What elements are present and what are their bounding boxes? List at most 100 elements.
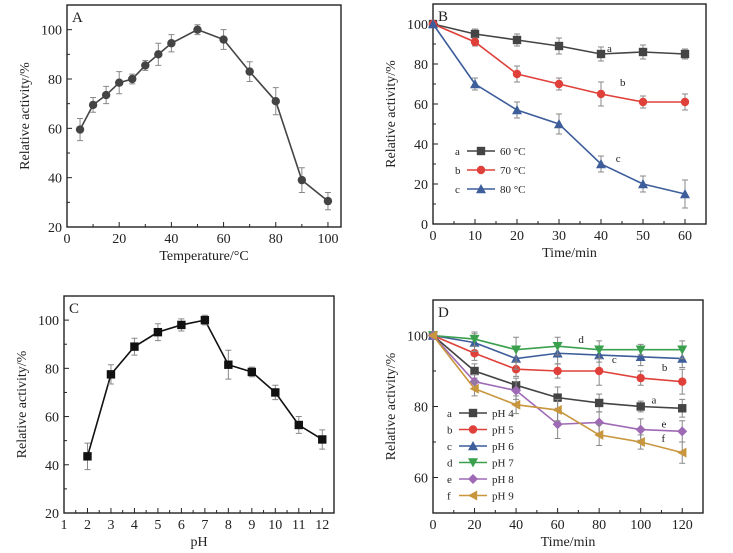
legend-label: pH 5 <box>492 425 514 437</box>
y-tick-label: 40 <box>414 138 428 153</box>
data-point <box>678 377 687 386</box>
series-annotation: b <box>662 362 668 374</box>
series-annotation: b <box>620 77 626 89</box>
legend-entry: d pH 7 <box>447 458 514 470</box>
plot-frame <box>432 3 707 225</box>
data-point <box>511 345 522 355</box>
data-point <box>167 39 176 48</box>
x-tick-label: 12 <box>315 518 329 533</box>
data-point <box>594 366 604 376</box>
series-b <box>428 19 690 111</box>
data-point <box>677 426 688 437</box>
data-point <box>512 69 522 79</box>
legend-letter: c <box>455 184 460 196</box>
y-tick-label: 80 <box>48 73 62 88</box>
panel-d: D 0 20 40 60 80 100 120 60 80 100 Time/min Relative … <box>384 299 704 550</box>
data-point <box>512 35 522 45</box>
data-point <box>469 334 480 345</box>
series-annotation: d <box>578 334 584 346</box>
legend-letter: c <box>447 441 452 453</box>
legend-letter: a <box>455 146 460 158</box>
data-point <box>552 341 563 352</box>
data-point <box>83 452 92 461</box>
x-tick-label: 120 <box>672 518 693 533</box>
y-axis-label: Relative activity/% <box>384 60 399 168</box>
data-point <box>75 125 85 134</box>
y-tick-label: 40 <box>45 459 59 474</box>
legend-marker <box>476 146 486 156</box>
series-annotation: a <box>607 43 612 55</box>
x-tick-label: 7 <box>201 518 208 533</box>
y-tick-label: 0 <box>421 218 428 233</box>
data-point <box>128 74 137 84</box>
y-axis-label: Relative activity/% <box>18 62 33 170</box>
x-tick-label: 60 <box>678 229 692 244</box>
data-point <box>677 447 687 458</box>
y-axis-label: Relative activity/% <box>384 352 399 460</box>
series-c <box>428 19 690 209</box>
y-tick-label: 60 <box>414 98 428 113</box>
legend-entry: f pH 9 <box>447 490 514 503</box>
panel-label: C <box>69 301 79 317</box>
y-tick-label: 100 <box>41 24 62 39</box>
panel-b: B 0 10 20 30 40 50 60 0 20 40 60 80 100 Time/min Relati… <box>384 3 707 261</box>
series-0 <box>75 24 333 211</box>
data-point <box>297 175 307 185</box>
x-tick-label: 50 <box>636 229 650 244</box>
x-tick-label: 60 <box>551 518 565 533</box>
data-point <box>219 35 228 44</box>
x-tick-label: 11 <box>292 518 305 533</box>
data-point <box>193 25 202 34</box>
x-tick-label: 1 <box>61 518 68 533</box>
legend-letter: e <box>447 474 452 486</box>
series-annotation: e <box>661 419 666 431</box>
legend-label: pH 8 <box>492 474 514 486</box>
x-tick-label: 20 <box>112 232 126 247</box>
legend-marker <box>468 425 478 434</box>
data-point <box>200 315 210 325</box>
data-point <box>469 383 479 394</box>
x-tick-label: 3 <box>107 518 114 533</box>
x-tick-label: 20 <box>510 229 524 244</box>
data-point <box>594 398 604 408</box>
y-tick-label: 80 <box>414 401 428 416</box>
data-point <box>294 420 303 430</box>
data-point <box>553 366 562 376</box>
series-annotation: a <box>651 395 656 407</box>
legend-label: 70 °C <box>500 165 526 177</box>
data-point <box>636 373 645 383</box>
x-tick-label: 40 <box>509 518 523 533</box>
data-point <box>318 435 327 444</box>
data-point <box>635 437 645 447</box>
data-point <box>596 49 606 59</box>
x-tick-label: 40 <box>594 229 608 244</box>
x-tick-label: 60 <box>217 232 231 247</box>
legend-letter: d <box>447 458 453 470</box>
data-point <box>512 105 522 115</box>
x-tick-label: 0 <box>430 518 437 533</box>
data-point <box>101 90 111 100</box>
data-point <box>552 419 563 430</box>
data-point <box>594 417 605 428</box>
data-point <box>271 388 280 397</box>
data-point <box>130 342 139 351</box>
data-point <box>678 404 687 413</box>
data-point <box>470 37 480 47</box>
series-annotation: c <box>612 354 617 366</box>
x-tick-label: 10 <box>468 229 482 244</box>
data-point <box>323 196 333 206</box>
legend-marker <box>468 458 478 468</box>
y-tick-label: 20 <box>45 507 59 522</box>
data-point <box>511 399 521 410</box>
legend-marker <box>476 165 486 175</box>
data-point <box>271 97 280 106</box>
series-line <box>86 319 323 457</box>
data-point <box>470 79 480 89</box>
x-tick-label: 20 <box>468 518 482 533</box>
plot-frame <box>63 295 335 514</box>
data-point <box>554 119 564 129</box>
legend-entry: a pH 4 <box>447 408 514 420</box>
legend-entry: a 60 °C <box>455 146 526 158</box>
